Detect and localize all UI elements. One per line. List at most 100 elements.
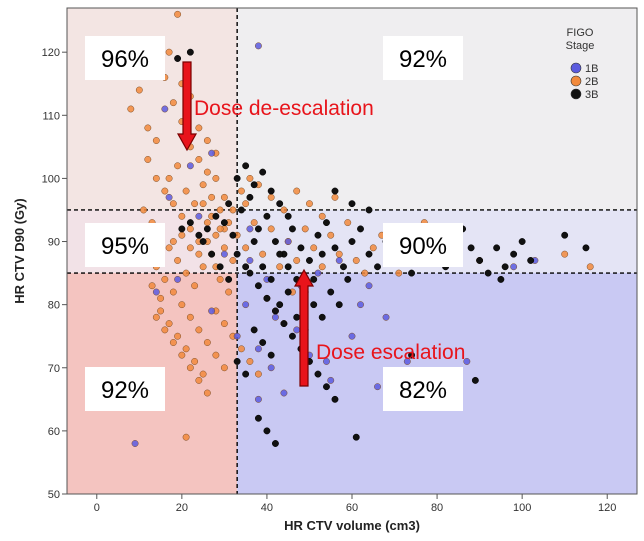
region-label-5: 82% <box>399 377 447 404</box>
point-3B-90 <box>212 212 220 220</box>
point-1B-3 <box>161 105 169 113</box>
point-3B-87 <box>216 263 224 271</box>
point-1B-0 <box>131 440 139 447</box>
point-2B-58 <box>199 181 207 189</box>
point-3B-0 <box>174 55 182 62</box>
point-1B-16 <box>348 332 356 340</box>
point-2B-46 <box>157 307 165 315</box>
region-label-3: 90% <box>399 233 447 260</box>
point-2B-3 <box>144 124 152 132</box>
point-3B-43 <box>250 181 258 189</box>
point-3B-82 <box>327 288 335 296</box>
point-2B-93 <box>306 200 313 208</box>
point-3B-55 <box>280 320 288 328</box>
point-2B-97 <box>152 313 160 321</box>
point-3B-67 <box>408 351 416 359</box>
legend-label-1B: 1B <box>585 63 598 75</box>
y-tick-label-100: 100 <box>42 173 60 185</box>
point-1B-8 <box>284 238 292 245</box>
point-3B-101 <box>284 263 292 271</box>
point-3B-36 <box>510 250 518 258</box>
point-2B-77 <box>361 269 369 277</box>
legend-title-line-2: Stage <box>566 40 595 52</box>
point-2B-72 <box>318 263 326 271</box>
point-3B-2 <box>220 219 228 227</box>
point-2B-44 <box>212 351 220 359</box>
data-points <box>127 10 594 447</box>
point-1B-25 <box>365 282 373 290</box>
point-2B-23 <box>229 257 237 264</box>
point-3B-41 <box>233 174 241 182</box>
point-1B-2 <box>165 193 173 201</box>
point-2B-100 <box>178 351 186 359</box>
point-2B-42 <box>195 326 203 334</box>
point-2B-90 <box>267 193 275 201</box>
region-label-4: 92% <box>101 377 149 404</box>
point-1B-31 <box>233 332 241 340</box>
point-2B-4 <box>152 137 160 144</box>
x-tick-label-80: 80 <box>431 502 443 514</box>
point-2B-57 <box>191 200 199 208</box>
x-tick-label-120: 120 <box>598 502 616 514</box>
point-2B-52 <box>148 282 156 290</box>
point-2B-102 <box>195 376 203 384</box>
point-2B-34 <box>225 288 233 296</box>
point-3B-70 <box>497 275 505 283</box>
point-3B-76 <box>276 301 284 309</box>
y-tick-label-70: 70 <box>48 363 60 375</box>
point-2B-11 <box>212 174 220 182</box>
point-2B-13 <box>144 156 152 163</box>
point-1B-4 <box>186 162 194 170</box>
point-2B-108 <box>246 358 254 365</box>
point-2B-24 <box>140 206 148 214</box>
point-2B-78 <box>369 244 377 252</box>
point-3B-80 <box>310 301 318 309</box>
arrow-up-icon <box>293 268 315 387</box>
point-2B-28 <box>174 257 182 264</box>
point-2B-101 <box>186 364 194 372</box>
point-3B-3 <box>229 231 237 239</box>
point-2B-60 <box>216 206 224 214</box>
x-tick-label-40: 40 <box>261 502 273 514</box>
point-3B-59 <box>314 370 322 378</box>
point-2B-12 <box>220 193 228 201</box>
point-2B-66 <box>267 225 275 233</box>
point-1B-27 <box>314 269 322 277</box>
point-3B-104 <box>310 275 318 283</box>
point-3B-65 <box>352 433 360 441</box>
point-1B-18 <box>403 358 411 365</box>
y-tick-label-50: 50 <box>48 489 60 501</box>
point-3B-54 <box>271 307 279 315</box>
point-1B-38 <box>152 288 160 296</box>
point-3B-5 <box>246 193 254 201</box>
point-3B-18 <box>357 225 364 233</box>
point-1B-37 <box>174 275 182 283</box>
point-1B-36 <box>208 307 216 315</box>
point-2B-81 <box>395 269 403 277</box>
point-3B-97 <box>250 238 258 245</box>
point-2B-56 <box>182 187 190 195</box>
point-2B-133 <box>216 225 224 233</box>
region-label-box-3 <box>383 223 463 267</box>
point-2B-103 <box>203 389 211 397</box>
point-1B-39 <box>246 257 254 264</box>
x-tick-label-60: 60 <box>346 502 358 514</box>
point-2B-30 <box>191 282 199 290</box>
point-1B-1 <box>254 42 262 50</box>
legend-label-2B: 2B <box>585 76 598 88</box>
point-2B-51 <box>199 370 207 378</box>
point-3B-56 <box>288 332 296 340</box>
point-2B-92 <box>293 187 301 195</box>
region-label-0: 96% <box>101 46 149 73</box>
point-3B-61 <box>331 395 339 403</box>
point-3B-35 <box>501 263 509 271</box>
point-3B-20 <box>374 263 381 271</box>
point-2B-123 <box>246 174 254 182</box>
axes: 0 20 40 60 80 100 120 50 60 70 80 90 100 110 120 HR CTV… <box>12 7 638 533</box>
point-2B-14 <box>152 174 160 182</box>
point-2B-18 <box>186 225 194 233</box>
point-2B-6 <box>169 99 177 107</box>
point-3B-83 <box>335 301 343 309</box>
point-1B-33 <box>267 364 275 372</box>
point-2B-121 <box>229 206 237 214</box>
